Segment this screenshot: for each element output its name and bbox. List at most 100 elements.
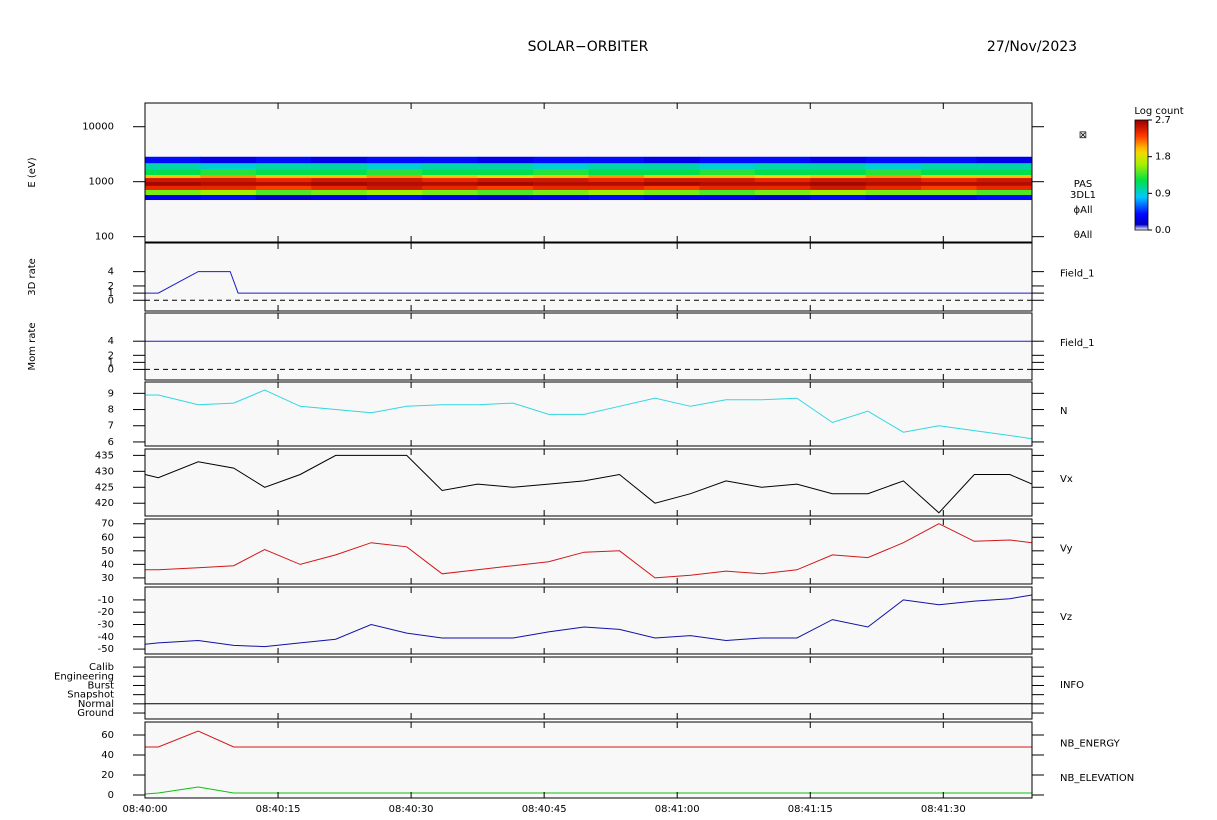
heatmap-cell [643, 162, 700, 170]
panel-frame [145, 313, 1032, 380]
heatmap-cell [754, 162, 811, 170]
y-tick-label: 4 [108, 336, 114, 347]
x-tick-label: 08:40:15 [256, 804, 301, 815]
series-line [145, 389, 1033, 440]
series-line [145, 523, 1033, 579]
heatmap-cell [255, 162, 312, 170]
heatmap-cell [255, 156, 312, 164]
colorbar-label: Log count [1134, 106, 1183, 117]
heatmap-cell [533, 177, 589, 182]
legend-label: N [1060, 406, 1067, 417]
heatmap-cell [699, 181, 756, 186]
heatmap-cell [921, 174, 978, 179]
right-label: ⊠ [1079, 130, 1087, 141]
x-tick-label: 08:40:30 [389, 804, 434, 815]
heatmap-cell [699, 177, 756, 182]
heatmap-cell [422, 189, 479, 196]
heatmap-cell [699, 194, 756, 201]
y-tick-label: 425 [95, 482, 114, 493]
heatmap-cell [588, 169, 645, 176]
heatmap-cell [810, 194, 867, 201]
heatmap-cell [810, 174, 867, 179]
panel-border [144, 242, 1033, 312]
heatmap-cell [145, 194, 201, 201]
right-label: 3DL1 [1070, 190, 1096, 201]
heatmap-cell [588, 177, 645, 182]
heatmap-cell [699, 189, 756, 196]
y-tick-label: Engineering [54, 671, 114, 682]
y-tick-label: 20 [101, 770, 114, 781]
heatmap-cell [643, 194, 700, 201]
y-tick-label: 8 [108, 405, 114, 416]
y-tick-label: 430 [95, 466, 114, 477]
heatmap-cell [810, 177, 867, 182]
series-line [145, 271, 1032, 294]
heatmap-cell [588, 156, 645, 164]
y-tick-label: 60 [101, 532, 114, 543]
heatmap-cell [477, 169, 534, 176]
y-tick-label: 7 [108, 421, 114, 432]
heatmap-cell [865, 162, 922, 170]
x-tick-label: 08:40:45 [522, 804, 567, 815]
heatmap-cell [311, 177, 368, 182]
heatmap-cell [588, 194, 645, 201]
heatmap-cell [477, 156, 534, 164]
heatmap-cell [754, 156, 811, 164]
heatmap-cell [422, 177, 479, 182]
legend-label: Field_1 [1060, 269, 1094, 280]
heatmap-cell [921, 162, 978, 170]
heatmap-cell [810, 162, 867, 170]
heatmap-cell [366, 177, 423, 182]
x-tick-label: 08:40:00 [123, 804, 168, 815]
panel-border [144, 721, 1033, 799]
heatmap-cell [865, 194, 922, 201]
panel-frame [145, 722, 1032, 798]
heatmap-cell [311, 169, 368, 176]
panel-frame [145, 519, 1032, 584]
heatmap-cell [255, 169, 312, 176]
panel-frame [145, 382, 1032, 446]
heatmap-cell [976, 169, 1033, 176]
heatmap-cell [145, 177, 201, 182]
heatmap-cell [200, 177, 257, 182]
heatmap-cell [477, 181, 534, 186]
heatmap-cell [477, 162, 534, 170]
heatmap-cell [533, 181, 589, 186]
heatmap-cell [477, 189, 534, 196]
y-tick-label: 6 [108, 437, 114, 448]
heatmap-cell [145, 181, 201, 186]
heatmap-cell [643, 189, 700, 196]
heatmap-cell [976, 177, 1033, 182]
y-tick-label: 0 [108, 790, 114, 801]
heatmap-cell [422, 162, 479, 170]
heatmap-cell [533, 174, 589, 179]
panel-border [144, 656, 1033, 720]
y-tick-label: 9 [108, 388, 114, 399]
legend-label: NB_ELEVATION [1060, 773, 1134, 784]
heatmap-cell [477, 185, 534, 191]
right-label: ϕAll [1074, 205, 1093, 216]
heatmap-cell [255, 185, 312, 191]
y-tick-label: -40 [98, 632, 114, 643]
panel-border [144, 518, 1033, 585]
y-tick-label: 0 [108, 364, 114, 375]
heatmap-cell [533, 156, 589, 164]
y-axis-label: 3D rate [27, 258, 38, 296]
heatmap-cell [810, 185, 867, 191]
heatmap-cell [533, 194, 589, 201]
colorbar [1134, 119, 1149, 231]
heatmap-cell [754, 185, 811, 191]
chart-title: SOLAR−ORBITER [528, 39, 649, 55]
series-line [145, 730, 1032, 748]
heatmap-cell [145, 156, 201, 164]
heatmap-cell [699, 169, 756, 176]
heatmap-cell [754, 181, 811, 186]
heatmap-cell [366, 174, 423, 179]
y-tick-label: Calib [89, 662, 114, 673]
panel-frame [145, 587, 1032, 654]
panel-frame [145, 449, 1032, 516]
heatmap-cell [533, 185, 589, 191]
y-tick-label: 40 [101, 750, 114, 761]
heatmap-cell [643, 177, 700, 182]
heatmap-cell [588, 181, 645, 186]
